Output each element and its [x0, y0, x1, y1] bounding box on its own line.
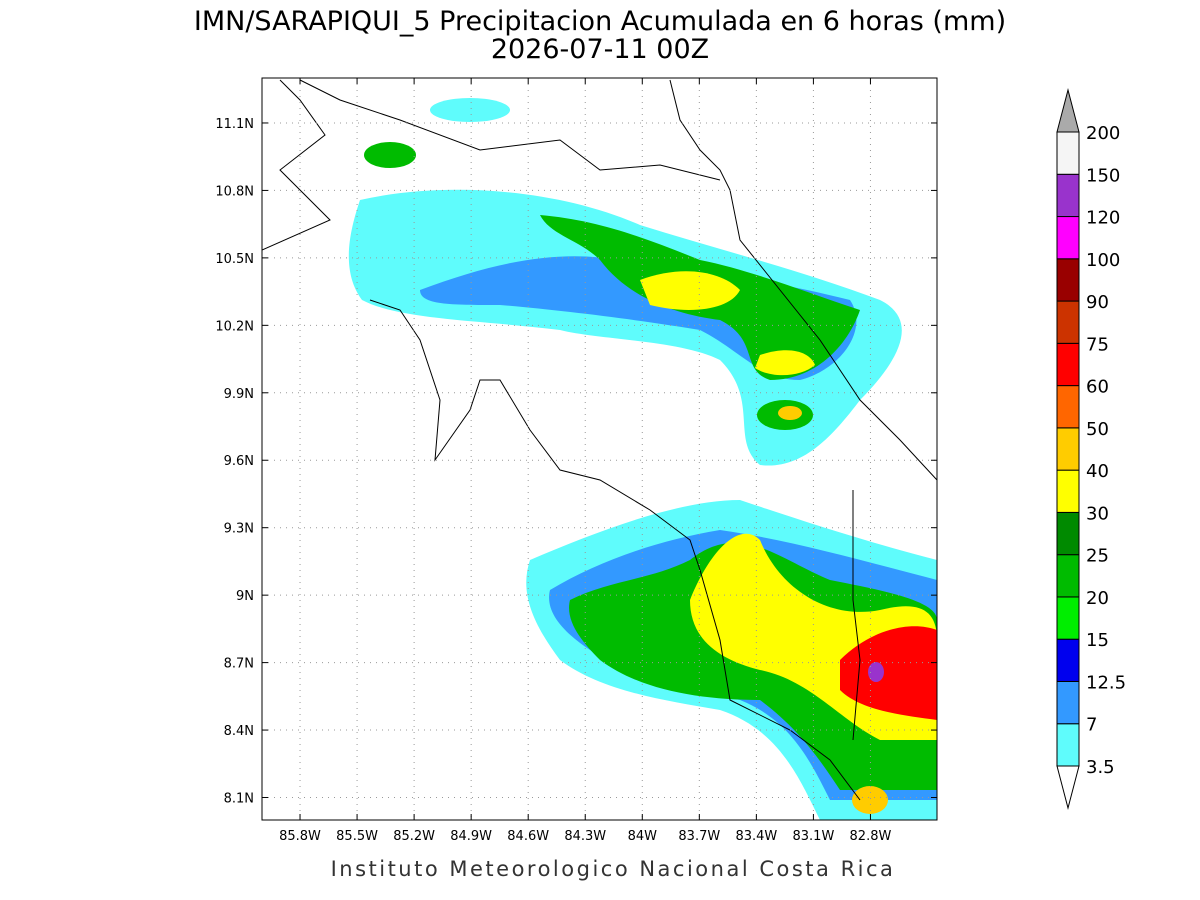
precip-area — [348, 189, 902, 466]
colorbar-under — [1056, 765, 1080, 810]
colorbar: 3.5 7 12.5 15 20 25 30 40 50 60 75 90 100 120 150 200 — [1056, 88, 1126, 810]
border — [852, 490, 861, 741]
lon-tick-label: 84.6W — [507, 829, 549, 844]
lon-tick-label: 83.1W — [793, 829, 835, 844]
colorbar-label: 120 — [1086, 208, 1120, 229]
lat-tick-label: 9N — [236, 589, 254, 604]
lat-tick-label: 10.2N — [215, 319, 254, 334]
precip-area — [755, 350, 815, 376]
subtitle: 2026-07-11 00Z — [491, 34, 709, 65]
footer: Instituto Meteorologico Nacional Costa R… — [331, 857, 896, 881]
colorbar-label: 30 — [1086, 503, 1109, 524]
lon-tick-label: 82.8W — [850, 829, 892, 844]
colorbar-box — [1056, 216, 1080, 260]
lat-tick-label: 10.8N — [215, 184, 254, 199]
colorbar-box — [1056, 554, 1080, 598]
colorbar-label: 15 — [1086, 630, 1109, 651]
colorbar-label: 20 — [1086, 588, 1109, 609]
colorbar-box — [1056, 680, 1080, 725]
precip-area — [840, 626, 937, 720]
colorbar-box — [1056, 723, 1080, 767]
coastline — [669, 79, 937, 481]
coastline — [369, 299, 861, 801]
colorbar-label: 12.5 — [1086, 672, 1126, 693]
colorbar-box — [1056, 131, 1080, 175]
colorbar-over — [1056, 88, 1080, 133]
lon-tick-label: 85.5W — [336, 829, 378, 844]
colorbar-box — [1056, 300, 1080, 344]
title: IMN/SARAPIQUI_5 Precipitacion Acumulada … — [194, 6, 1006, 37]
lat-tick-label: 9.9N — [224, 387, 254, 402]
colorbar-label: 150 — [1086, 165, 1120, 186]
colorbar-label: 25 — [1086, 546, 1109, 567]
axes: 11.1N 10.8N 10.5N 10.2N 9.9N 9.6N 9.3N 9N 8.7N 8.… — [215, 78, 937, 844]
colorbar-box — [1056, 638, 1080, 682]
colorbar-box — [1056, 469, 1080, 513]
colorbar-box — [1056, 258, 1080, 302]
map-frame — [261, 77, 938, 821]
precip-area — [430, 98, 510, 122]
precip-area — [868, 662, 884, 682]
map-area — [262, 79, 937, 820]
precip-area — [852, 786, 888, 814]
colorbar-label: 200 — [1086, 123, 1120, 144]
lon-tick-label: 84W — [628, 829, 658, 844]
coastlines — [262, 79, 937, 801]
lon-tick-label: 83.7W — [678, 829, 720, 844]
precip-areas — [348, 98, 937, 820]
colorbar-label: 40 — [1086, 461, 1109, 482]
precip-area — [640, 271, 740, 310]
colorbar-box — [1056, 511, 1080, 556]
lat-tick-label: 11.1N — [215, 117, 254, 132]
colorbar-label: 60 — [1086, 377, 1109, 398]
coastline — [262, 79, 331, 251]
colorbar-box — [1056, 427, 1080, 471]
lon-tick-label: 85.2W — [393, 829, 435, 844]
colorbar-label: 7 — [1086, 715, 1097, 736]
lat-tick-label: 8.4N — [224, 724, 254, 739]
colorbar-label: 90 — [1086, 292, 1109, 313]
colorbar-box — [1056, 596, 1080, 640]
precip-area — [364, 142, 416, 168]
colorbar-label: 50 — [1086, 419, 1109, 440]
lat-tick-label: 8.1N — [224, 792, 254, 807]
lat-tick-label: 9.3N — [224, 522, 254, 537]
precip-area — [778, 406, 802, 420]
lat-tick-label: 9.6N — [224, 454, 254, 469]
colorbar-box — [1056, 342, 1080, 387]
lon-tick-label: 84.3W — [564, 829, 606, 844]
colorbar-label: 3.5 — [1086, 757, 1115, 778]
lat-tick-label: 8.7N — [224, 657, 254, 672]
lon-tick-label: 85.8W — [279, 829, 321, 844]
colorbar-label: 75 — [1086, 334, 1109, 355]
colorbar-box — [1056, 385, 1080, 429]
lon-tick-label: 83.4W — [735, 829, 777, 844]
colorbar-box — [1056, 173, 1080, 218]
lat-tick-label: 10.5N — [215, 252, 254, 267]
colorbar-label: 100 — [1086, 250, 1120, 271]
border — [299, 79, 721, 181]
lon-tick-label: 84.9W — [450, 829, 492, 844]
